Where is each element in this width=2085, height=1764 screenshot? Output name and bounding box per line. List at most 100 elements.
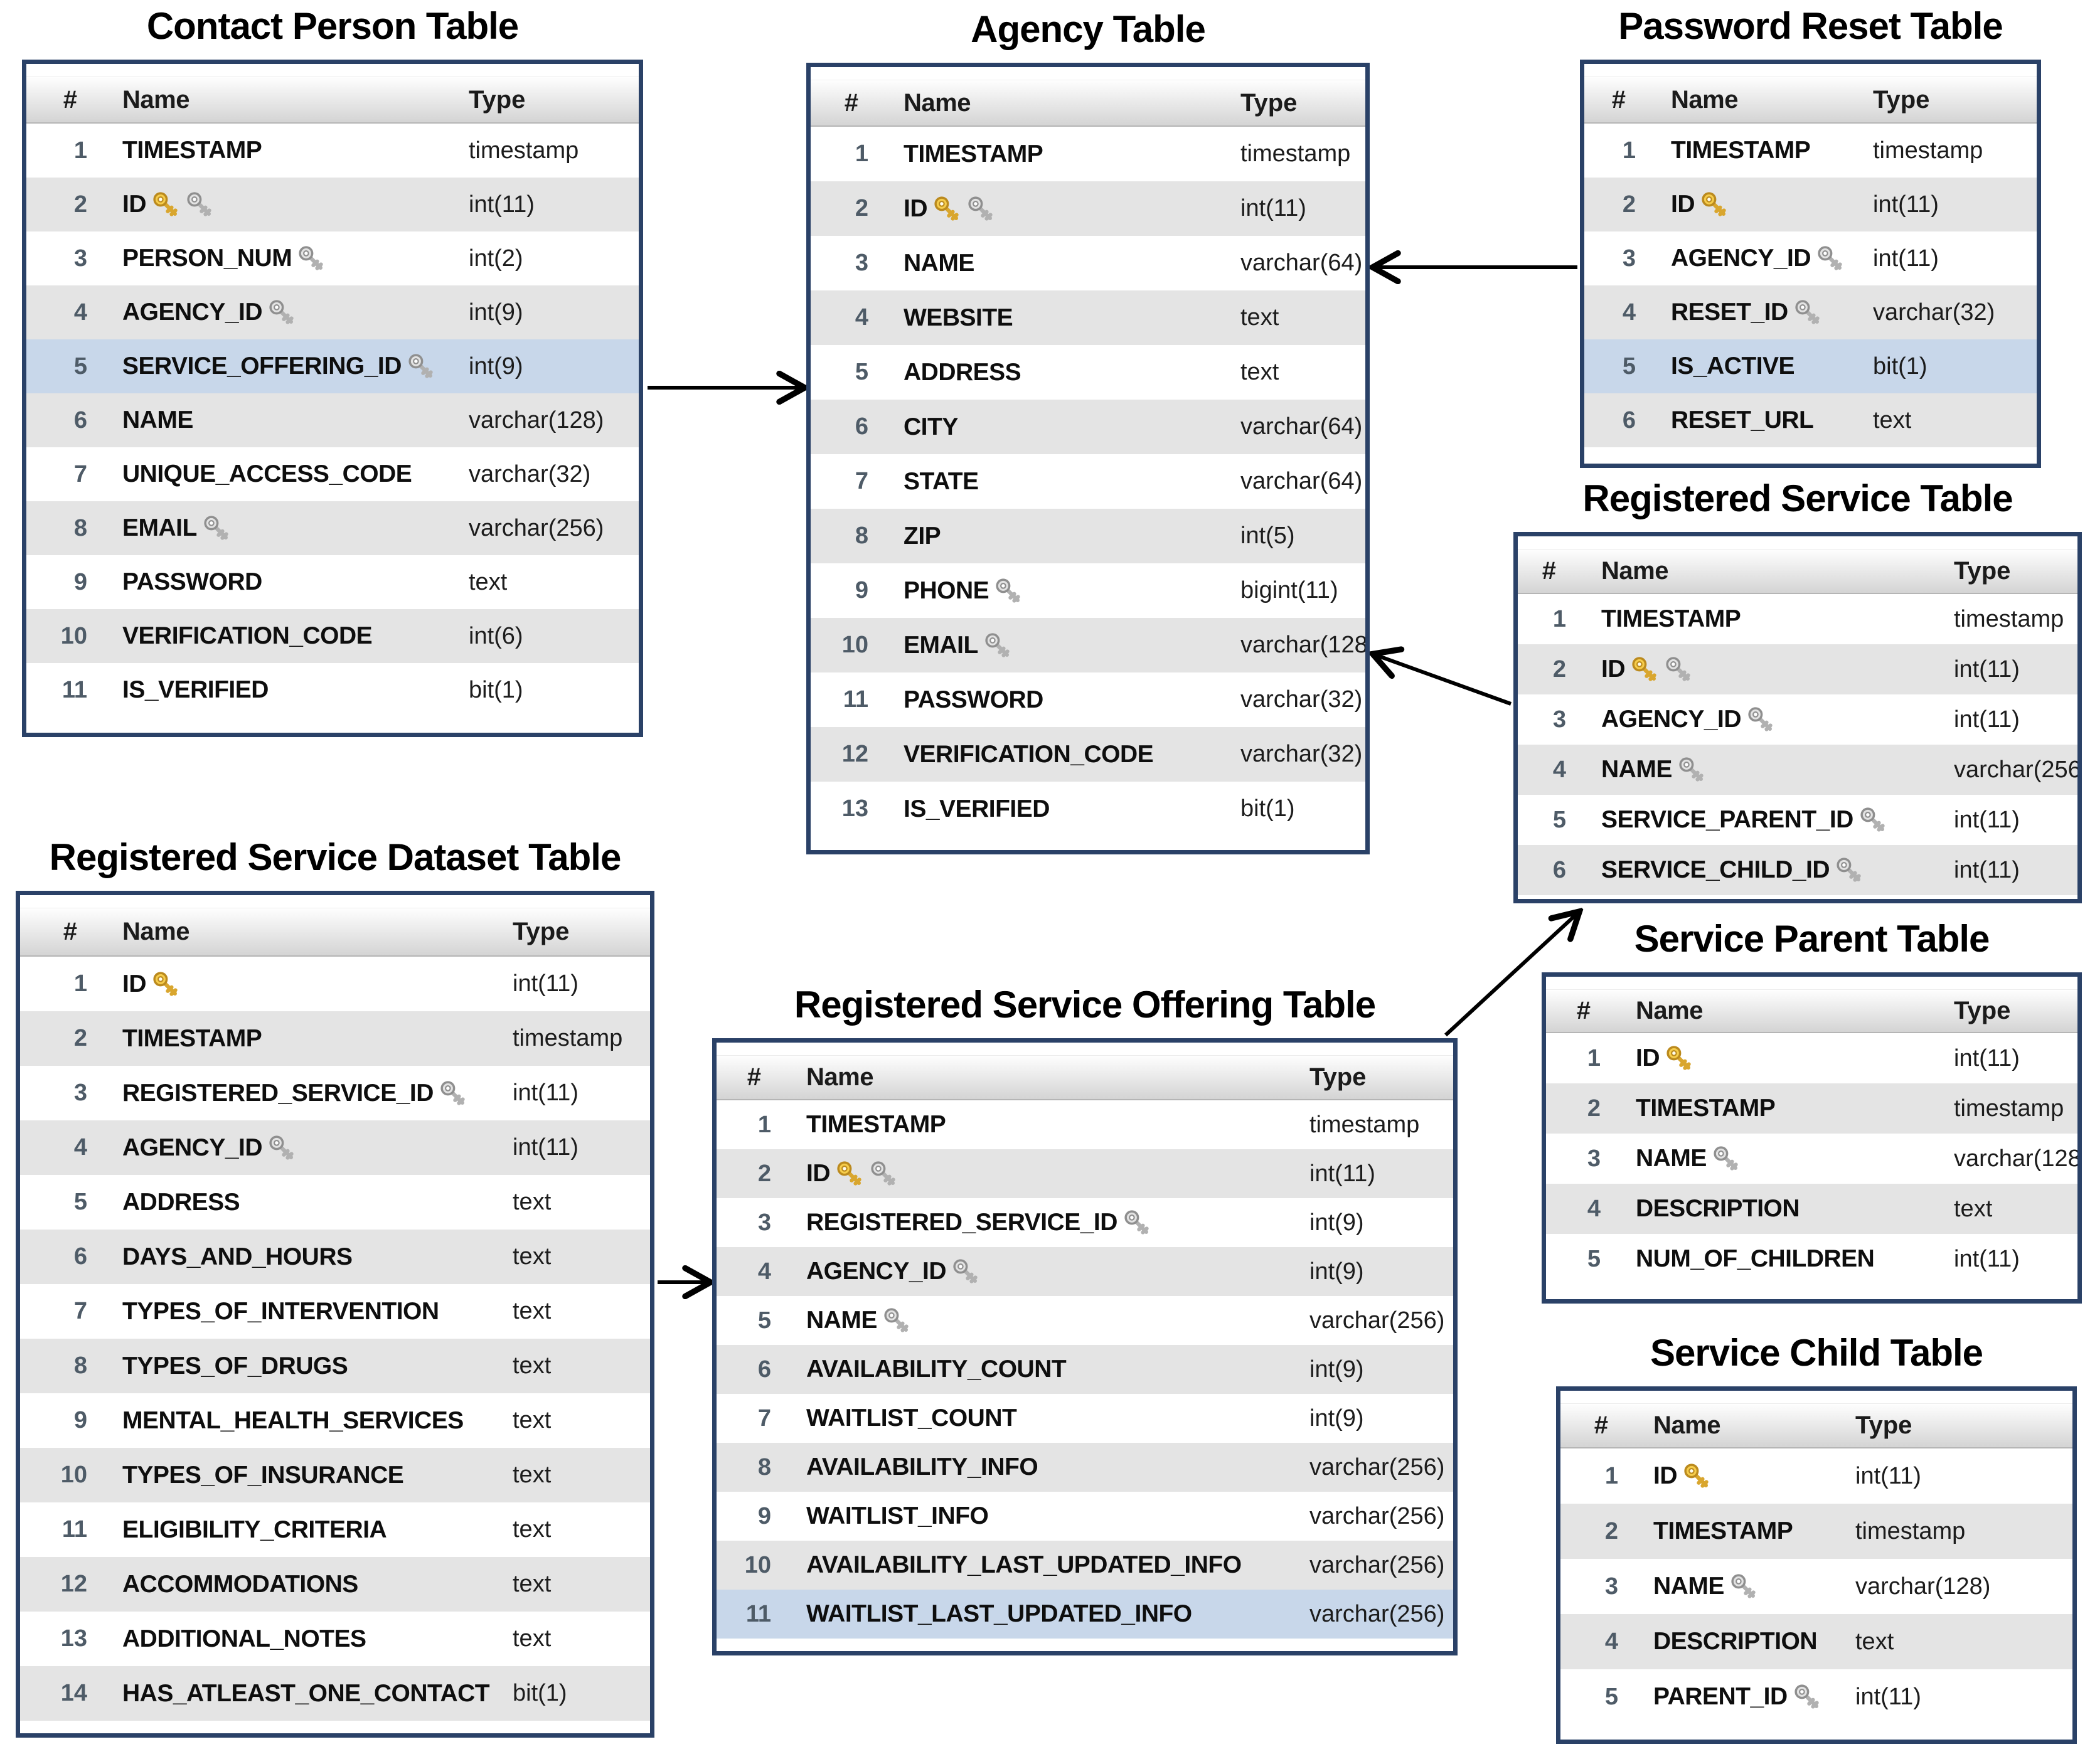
field-name-cell: PASSWORD xyxy=(99,568,469,596)
field-name: CITY xyxy=(904,413,958,440)
row-number: 5 xyxy=(73,1189,87,1215)
row-number: 11 xyxy=(61,1516,87,1543)
field-type: timestamp xyxy=(1240,141,1351,167)
row-number: 5 xyxy=(1604,1683,1618,1710)
row-number: 5 xyxy=(1587,1245,1601,1272)
field-name: ID xyxy=(904,194,928,222)
field-type: int(11) xyxy=(1954,806,2020,833)
index-key-icon xyxy=(968,196,993,221)
field-type: int(9) xyxy=(1309,1405,1364,1432)
field-type: timestamp xyxy=(1873,137,1983,164)
field-name-cell: TIMESTAMP xyxy=(1612,1095,1954,1122)
table-row: 8 EMAIL varchar(256) xyxy=(26,501,639,555)
field-name: TIMESTAMP xyxy=(1601,605,1741,632)
field-name-cell: DAYS_AND_HOURS xyxy=(99,1243,513,1271)
row-number: 8 xyxy=(757,1453,771,1480)
field-name: TIMESTAMP xyxy=(122,1024,262,1052)
table-row: 5 PARENT_ID int(11) xyxy=(1560,1669,2072,1724)
row-number: 2 xyxy=(1604,1517,1618,1544)
field-name: REGISTERED_SERVICE_ID xyxy=(806,1209,1117,1236)
row-number: 12 xyxy=(60,1571,87,1597)
field-name-cell: ID xyxy=(880,194,1240,223)
table-row: 4 AGENCY_ID int(9) xyxy=(26,285,639,339)
row-number: 4 xyxy=(73,1134,87,1161)
index-key-icon xyxy=(884,1308,909,1332)
field-name-cell: RESET_URL xyxy=(1647,406,1873,434)
table-row: 2 ID int(11) xyxy=(26,178,639,231)
index-key-icon xyxy=(996,578,1020,603)
index-key-icon xyxy=(204,516,228,540)
field-name: ID xyxy=(1636,1044,1660,1071)
row-number: 7 xyxy=(855,468,868,494)
column-header-num: # xyxy=(1576,997,1591,1024)
row-number: 8 xyxy=(73,514,87,541)
field-name: AVAILABILITY_LAST_UPDATED_INFO xyxy=(806,1551,1242,1578)
table-row: 3 REGISTERED_SERVICE_ID int(11) xyxy=(20,1066,650,1120)
column-header-num: # xyxy=(1542,557,1556,585)
field-name-cell: TIMESTAMP xyxy=(782,1111,1309,1139)
row-number: 8 xyxy=(855,523,868,549)
field-name: ID xyxy=(1671,191,1695,218)
table-row: 4 AGENCY_ID int(9) xyxy=(717,1247,1453,1296)
field-type: text xyxy=(513,1189,552,1215)
table-title-registered_service: Registered Service Table xyxy=(1582,477,2013,519)
field-type: int(11) xyxy=(1954,856,2020,883)
row-number: 10 xyxy=(744,1551,771,1578)
table-row: 5 ADDRESS text xyxy=(811,345,1365,400)
field-name: TIMESTAMP xyxy=(1636,1095,1776,1122)
field-type: bigint(11) xyxy=(1240,577,1338,603)
table-row: 8 ZIP int(5) xyxy=(811,509,1365,563)
field-name-cell: SERVICE_OFFERING_ID xyxy=(99,352,469,381)
row-number: 3 xyxy=(757,1209,771,1236)
field-name-cell: PERSON_NUM xyxy=(99,244,469,273)
field-name-cell: ACCOMMODATIONS xyxy=(99,1571,513,1598)
field-type: varchar(128) xyxy=(1954,1145,2082,1172)
field-name: AGENCY_ID xyxy=(806,1258,947,1285)
column-header-num: # xyxy=(63,918,77,945)
table-row: 5 NAME varchar(256) xyxy=(717,1296,1453,1345)
column-header-num: # xyxy=(747,1063,761,1091)
row-number: 11 xyxy=(61,676,87,703)
field-name: WAITLIST_LAST_UPDATED_INFO xyxy=(806,1600,1192,1627)
field-name: AGENCY_ID xyxy=(122,299,263,326)
field-type: int(9) xyxy=(1309,1356,1364,1383)
column-header-type: Type xyxy=(1954,997,2011,1024)
column-header-name: Name xyxy=(1671,85,1738,114)
field-name-cell: ZIP xyxy=(880,523,1240,550)
table-contact_person: # Name Type 1 TIMESTAMP timestamp 2 ID int(11) 3 P… xyxy=(22,60,643,737)
table-row: 4 NAME varchar(256) xyxy=(1518,745,2077,795)
row-number: 3 xyxy=(1587,1145,1601,1172)
field-name: TYPES_OF_INTERVENTION xyxy=(122,1297,439,1325)
field-name-cell: TYPES_OF_INSURANCE xyxy=(99,1462,513,1489)
table-row: 4 DESCRIPTION text xyxy=(1560,1614,2072,1669)
field-name-cell: IS_VERIFIED xyxy=(99,676,469,704)
row-number: 13 xyxy=(841,795,868,822)
field-name-cell: ADDRESS xyxy=(99,1189,513,1216)
field-type: text xyxy=(513,1298,552,1324)
field-type: varchar(128) xyxy=(1855,1573,1991,1600)
field-name: ID xyxy=(122,191,147,218)
table-row: 11 WAITLIST_LAST_UPDATED_INFO varchar(256) xyxy=(717,1590,1453,1639)
table-row: 9 MENTAL_HEALTH_SERVICES text xyxy=(20,1393,650,1448)
field-name: TIMESTAMP xyxy=(122,137,262,164)
field-name-cell: EMAIL xyxy=(99,514,469,543)
table-row: 6 RESET_URL text xyxy=(1584,393,2037,447)
field-name: SERVICE_OFFERING_ID xyxy=(122,353,402,380)
field-name: AGENCY_ID xyxy=(1671,245,1811,272)
row-number: 4 xyxy=(1604,1628,1618,1655)
field-name-cell: WEBSITE xyxy=(880,304,1240,332)
field-name-cell: ADDRESS xyxy=(880,359,1240,386)
index-key-icon xyxy=(187,192,211,216)
table-row: 2 ID int(11) xyxy=(811,181,1365,236)
table-row: 10 VERIFICATION_CODE int(6) xyxy=(26,609,639,663)
table-title-password_reset: Password Reset Table xyxy=(1618,5,2003,47)
row-number: 2 xyxy=(1622,191,1636,218)
field-name: ADDITIONAL_NOTES xyxy=(122,1625,366,1652)
field-name-cell: DESCRIPTION xyxy=(1612,1195,1954,1223)
field-name-cell: UNIQUE_ACCESS_CODE xyxy=(99,460,469,488)
table-row: 1 TIMESTAMP timestamp xyxy=(26,124,639,178)
index-key-icon xyxy=(1837,858,1861,882)
field-type: varchar(256) xyxy=(1954,756,2082,783)
row-number: 9 xyxy=(757,1502,771,1529)
